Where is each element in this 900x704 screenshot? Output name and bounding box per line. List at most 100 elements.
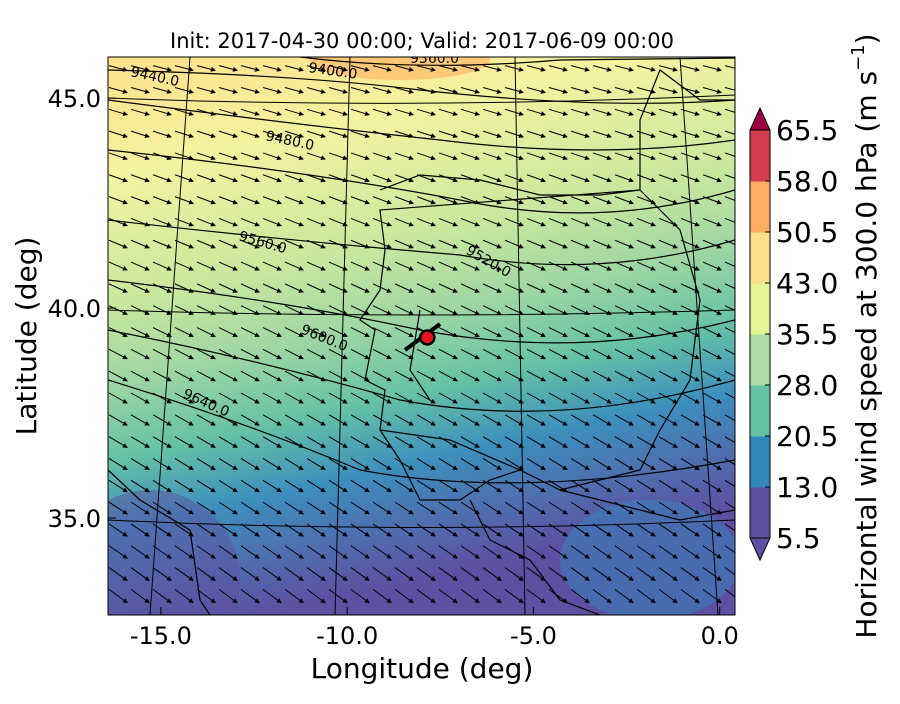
wind-vector	[174, 174, 194, 183]
wind-vector	[416, 196, 436, 205]
wind-vector	[218, 65, 238, 72]
wind-vector	[680, 479, 700, 493]
wind-vector	[108, 414, 128, 426]
wind-vector	[658, 436, 678, 448]
wind-vector	[130, 65, 150, 72]
wind-vector	[636, 130, 656, 139]
wind-vector	[460, 217, 480, 227]
colorbar-label-end: )	[850, 33, 883, 44]
wind-vector	[284, 436, 304, 448]
wind-vector	[680, 327, 700, 337]
wind-vector	[614, 501, 634, 515]
wind-vector	[614, 479, 634, 493]
wind-vector	[240, 283, 260, 293]
wind-vector	[306, 436, 326, 448]
wind-vector	[592, 239, 612, 249]
wind-vector	[636, 479, 656, 493]
wind-vector	[570, 392, 590, 404]
wind-vector	[240, 239, 260, 249]
wind-vector	[174, 392, 194, 404]
wind-vector	[526, 567, 546, 582]
wind-vector	[702, 523, 722, 537]
wind-vector	[218, 588, 238, 604]
wind-vector	[702, 152, 722, 161]
wind-vector	[372, 567, 392, 582]
wind-vector	[438, 436, 458, 448]
wind-vector	[592, 261, 612, 271]
wind-vector	[658, 217, 678, 227]
wind-vector	[196, 479, 216, 493]
wind-vector	[482, 370, 502, 382]
wind-vector	[174, 130, 194, 139]
wind-vector	[460, 239, 480, 249]
wind-vector	[152, 567, 172, 582]
wind-vector	[658, 545, 678, 559]
wind-vector	[658, 479, 678, 493]
wind-vector	[724, 348, 735, 356]
wind-vector	[218, 348, 238, 360]
wind-vector	[306, 458, 326, 471]
wind-vector	[196, 588, 216, 604]
contour-label: 9360.0	[410, 51, 459, 67]
wind-vector	[284, 261, 304, 271]
axes-ticks: -15.0 -10.0 -5.0 0.0 35.0 40.0 45.0	[48, 85, 739, 650]
wind-vector	[482, 196, 502, 205]
wind-vector	[614, 567, 634, 582]
wind-vector	[350, 545, 370, 559]
wind-vector	[306, 65, 326, 72]
wind-vector	[174, 414, 194, 426]
wind-vector	[526, 261, 546, 271]
wind-vector	[438, 414, 458, 426]
wind-vector	[108, 567, 128, 582]
wind-vector	[504, 87, 524, 94]
wind-vector	[284, 87, 304, 94]
wind-vector	[570, 239, 590, 249]
wind-vector	[724, 196, 735, 201]
wind-vector	[460, 392, 480, 404]
wind-vector	[658, 239, 678, 249]
wind-vector	[218, 436, 238, 448]
wind-vector	[262, 196, 282, 205]
colorbar-extend-low	[749, 537, 771, 562]
wind-vector	[218, 261, 238, 271]
colorbar-tick-label: 13.0	[776, 471, 838, 504]
wind-vector	[702, 392, 722, 404]
wind-vector	[108, 392, 128, 404]
wind-vector	[526, 152, 546, 161]
wind-vector	[592, 283, 612, 293]
wind-vector	[350, 436, 370, 448]
wind-vector	[372, 196, 392, 205]
wind-vector	[394, 436, 414, 448]
wind-vector	[262, 305, 282, 315]
wind-vector	[614, 130, 634, 139]
wind-vector	[636, 261, 656, 271]
wind-vector	[240, 196, 260, 205]
wind-vector	[350, 414, 370, 426]
wind-vector	[680, 370, 700, 382]
wind-vector	[350, 588, 370, 604]
wind-vector	[570, 523, 590, 537]
wind-vector	[196, 436, 216, 448]
wind-vector	[108, 65, 128, 72]
wind-vector	[174, 65, 194, 72]
wind-vector	[680, 501, 700, 515]
wind-vector	[284, 545, 304, 559]
wind-vector	[372, 261, 392, 271]
title: Init: 2017-04-30 00:00; Valid: 2017-06-0…	[170, 29, 674, 53]
colorbar-band	[750, 385, 770, 437]
wind-vector	[350, 65, 370, 72]
wind-vector	[438, 239, 458, 249]
wind-vector	[218, 283, 238, 293]
wind-vector	[636, 436, 656, 448]
wind-vector	[592, 523, 612, 537]
wind-vector	[130, 239, 150, 249]
wind-vector	[394, 458, 414, 471]
wind-vector	[636, 65, 656, 72]
wind-vector	[152, 588, 172, 604]
colorbar-label: Horizontal wind speed at 300.0 hPa (m s−…	[848, 33, 883, 638]
wind-vector	[196, 348, 216, 360]
wind-vector	[196, 545, 216, 559]
wind-vector	[152, 283, 172, 293]
wind-vector	[174, 567, 194, 582]
wind-vector	[416, 87, 436, 94]
